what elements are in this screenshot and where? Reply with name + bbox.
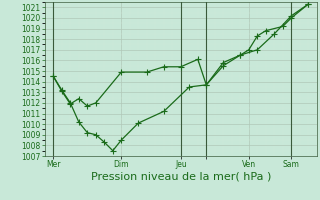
X-axis label: Pression niveau de la mer( hPa ): Pression niveau de la mer( hPa ): [91, 172, 271, 182]
